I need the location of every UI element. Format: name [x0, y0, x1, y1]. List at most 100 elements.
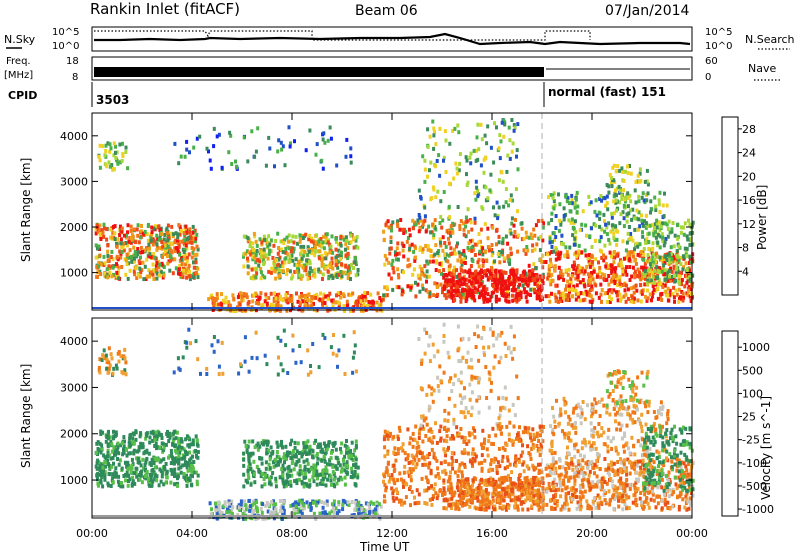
- power-data-cell: [475, 135, 479, 140]
- power-data-cell: [191, 224, 195, 229]
- power-data-cell: [276, 302, 279, 307]
- velocity-data-cell: [332, 443, 336, 448]
- power-data-cell: [289, 249, 293, 254]
- power-data-cell: [688, 254, 692, 259]
- power-data-cell: [688, 277, 692, 282]
- power-data-cell: [625, 265, 628, 270]
- power-data-cell: [416, 282, 420, 287]
- power-data-cell: [387, 225, 391, 230]
- velocity-data-cell: [289, 503, 293, 508]
- velocity-data-cell: [316, 456, 320, 461]
- power-data-cell: [314, 295, 317, 300]
- power-data-cell: [688, 268, 691, 273]
- power-data-cell: [477, 240, 481, 245]
- velocity-data-cell: [212, 515, 216, 520]
- power-data-cell: [182, 240, 186, 245]
- power-data-cell: [570, 287, 574, 292]
- power-data-cell: [574, 297, 578, 302]
- velocity-data-cell: [324, 465, 328, 470]
- velocity-data-cell: [251, 439, 255, 444]
- power-data-cell: [577, 269, 581, 274]
- power-data-cell: [595, 274, 599, 279]
- nsky-tick-left-top: 10^5: [52, 27, 79, 38]
- power-data-cell: [149, 238, 153, 243]
- velocity-data-cell: [123, 439, 126, 444]
- velocity-data-cell: [269, 454, 273, 459]
- power-data-cell: [361, 308, 365, 313]
- power-data-cell: [553, 292, 557, 297]
- power-data-cell: [329, 244, 333, 249]
- velocity-data-cell: [106, 481, 110, 486]
- velocity-data-cell: [239, 499, 243, 504]
- velocity-data-cell: [117, 462, 121, 467]
- power-data-cell: [637, 210, 641, 215]
- velocity-data-cell: [339, 446, 342, 451]
- power-data-cell: [667, 278, 671, 283]
- power-data-cell: [473, 191, 477, 196]
- power-data-cell: [611, 276, 615, 280]
- power-data-cell: [626, 204, 630, 209]
- power-data-cell: [232, 296, 236, 301]
- power-data-cell: [453, 251, 457, 256]
- velocity-data-cell: [334, 447, 338, 452]
- power-data-cell: [490, 248, 494, 252]
- velocity-data-cell: [243, 503, 247, 507]
- power-data-cell: [178, 258, 182, 263]
- power-data-cell: [575, 268, 579, 273]
- power-data-cell: [619, 212, 623, 217]
- power-data-cell: [672, 264, 676, 269]
- power-data-cell: [97, 154, 101, 159]
- power-data-cell: [435, 159, 439, 163]
- power-data-cell: [161, 244, 165, 249]
- velocity-data-cell: [534, 466, 538, 471]
- velocity-data-cell: [357, 512, 361, 516]
- power-data-cell: [503, 279, 507, 284]
- power-data-cell: [629, 171, 633, 176]
- power-data-cell: [554, 257, 558, 262]
- power-data-cell: [344, 263, 348, 268]
- power-data-cell: [513, 230, 517, 234]
- power-data-cell: [668, 288, 672, 293]
- power-data-cell: [583, 248, 587, 253]
- power-data-cell: [447, 204, 451, 209]
- power-data-cell: [279, 269, 283, 274]
- velocity-data-cell: [110, 442, 114, 447]
- velocity-data-cell: [230, 499, 234, 504]
- power-data-cell: [474, 179, 478, 184]
- power-data-cell: [633, 274, 637, 279]
- velocity-data-cell: [433, 482, 437, 487]
- power-data-cell: [625, 212, 629, 217]
- power-data-cell: [273, 269, 277, 274]
- power-data-cell: [444, 170, 448, 174]
- power-data-cell: [157, 224, 161, 229]
- velocity-data-cell: [446, 427, 450, 432]
- power-data-cell: [548, 278, 552, 283]
- power-data-cell: [476, 194, 480, 199]
- velocity-data-cell: [343, 454, 347, 459]
- power-data-cell: [185, 240, 189, 245]
- cpid-label: CPID: [8, 89, 37, 102]
- power-data-cell: [618, 281, 622, 286]
- power-data-cell: [552, 249, 556, 254]
- power-data-cell: [434, 268, 438, 272]
- power-data-cell: [533, 290, 537, 295]
- power-data-cell: [507, 292, 510, 297]
- velocity-data-cell: [114, 430, 118, 435]
- power-data-cell: [491, 277, 495, 282]
- power-data-cell: [155, 267, 159, 272]
- power-data-cell: [158, 262, 162, 267]
- power-data-cell: [564, 287, 568, 292]
- power-data-cell: [476, 280, 479, 285]
- velocity-data-cell: [314, 438, 318, 443]
- velocity-data-cell: [266, 509, 270, 514]
- power-data-cell: [432, 187, 436, 192]
- velocity-data-cell: [139, 463, 143, 468]
- velocity-data-cell: [102, 453, 106, 458]
- power-data-cell: [672, 256, 676, 261]
- power-data-cell: [603, 229, 607, 234]
- velocity-data-cell: [208, 501, 212, 506]
- velocity-data-cell: [191, 441, 195, 445]
- power-data-cell: [498, 156, 502, 161]
- velocity-data-cell: [251, 509, 255, 513]
- power-data-cell: [402, 231, 406, 235]
